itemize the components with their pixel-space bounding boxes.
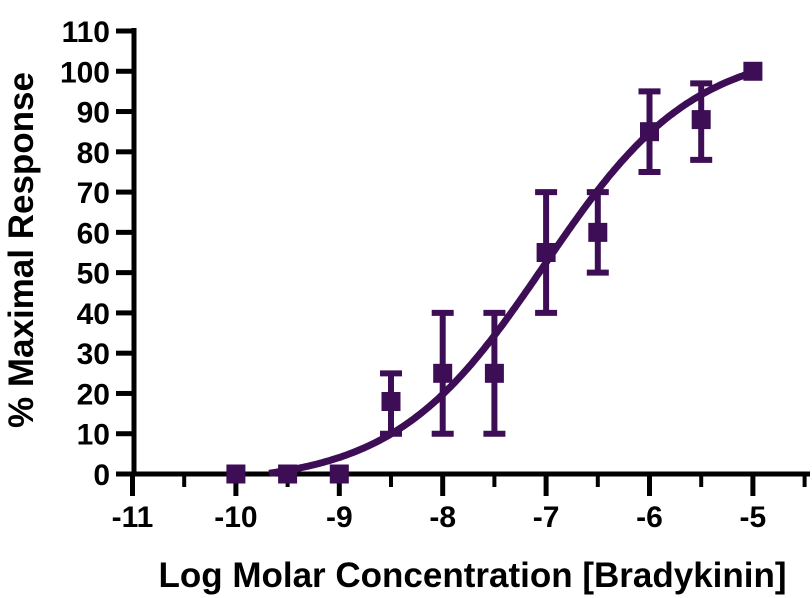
x-tick-label: -9 xyxy=(326,501,353,534)
y-tick-label: 10 xyxy=(77,419,110,452)
y-tick-label: 110 xyxy=(62,16,110,49)
data-point-marker xyxy=(640,122,659,142)
y-tick-label: 90 xyxy=(77,97,110,130)
data-point-marker xyxy=(484,363,504,383)
y-axis-title: % Maximal Response xyxy=(2,72,41,428)
x-tick-label: -8 xyxy=(429,501,456,534)
x-axis-title: Log Molar Concentration [Bradykinin] xyxy=(158,556,787,595)
data-point-marker xyxy=(329,464,349,484)
x-tick-label: -7 xyxy=(533,501,560,534)
x-tick-label: -11 xyxy=(112,501,154,534)
x-tick-label: -10 xyxy=(214,501,257,534)
y-tick-label: 100 xyxy=(60,56,110,89)
data-point-marker xyxy=(226,464,246,484)
y-tick-label: 80 xyxy=(77,137,110,170)
y-tick-label: 50 xyxy=(77,258,110,291)
y-tick-label: 0 xyxy=(93,459,110,492)
data-point-marker xyxy=(381,392,401,412)
data-point-marker xyxy=(691,110,711,130)
data-point-marker xyxy=(588,222,608,242)
y-tick-label: 20 xyxy=(77,378,110,411)
data-point-marker xyxy=(743,61,763,81)
data-point-marker xyxy=(278,464,298,484)
y-tick-label: 60 xyxy=(77,217,110,250)
data-point-marker xyxy=(433,363,453,383)
x-tick-label: -6 xyxy=(636,501,663,534)
fit-curve xyxy=(268,69,754,477)
y-tick-label: 70 xyxy=(77,177,110,210)
data-point-marker xyxy=(536,242,556,262)
y-tick-label: 40 xyxy=(77,298,110,331)
y-tick-label: 30 xyxy=(77,338,110,371)
x-tick-label: -5 xyxy=(740,501,767,534)
